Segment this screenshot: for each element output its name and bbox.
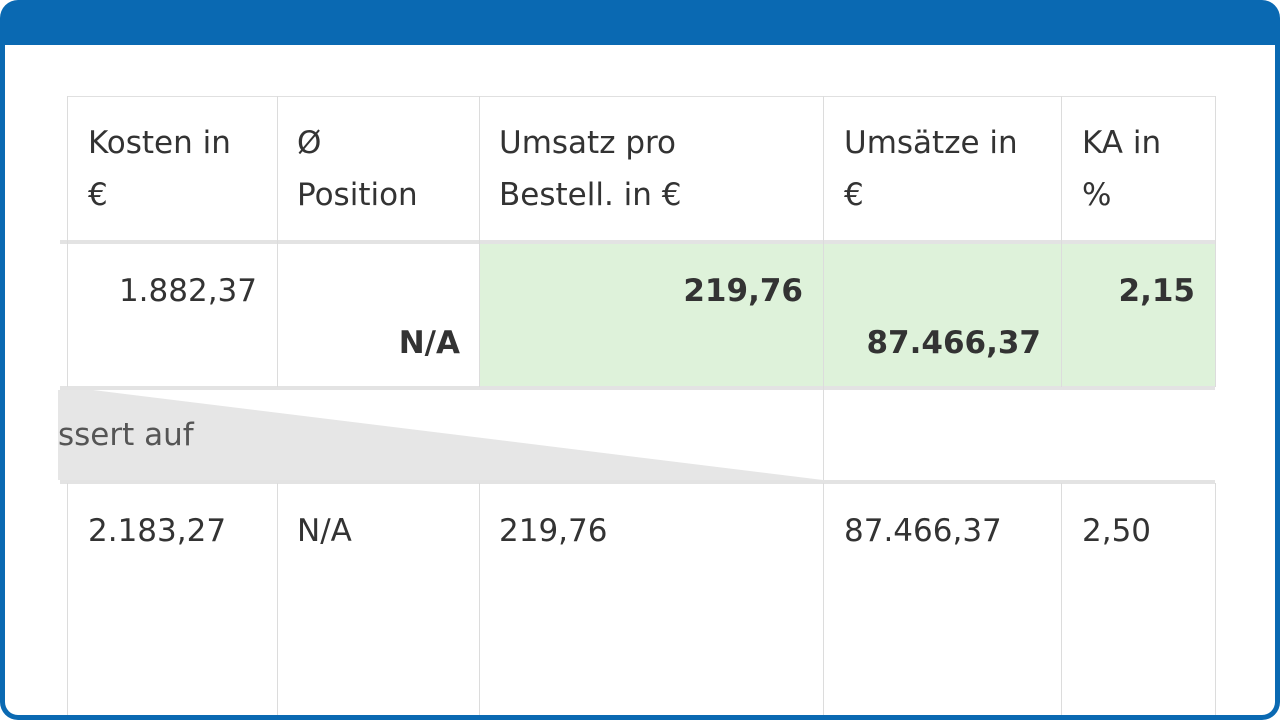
- column-border: [1215, 96, 1216, 387]
- cell-before-position: N/A: [398, 325, 460, 361]
- column-border: [823, 96, 824, 480]
- header-umsatz-pro-bestell-line2: Bestell. in €: [499, 177, 682, 213]
- cell-after-ka: 2,50: [1082, 513, 1152, 549]
- comparison-table: Kosten in € Ø Position Umsatz pro Bestel…: [5, 45, 1275, 715]
- column-border: [1215, 483, 1216, 715]
- header-kosten-line1: Kosten in: [88, 125, 231, 161]
- cell-before-ka: 2,15: [1118, 273, 1196, 309]
- cell-before-kosten: 1.882,37: [118, 273, 257, 309]
- column-border: [823, 483, 824, 715]
- header-umsatz-pro-bestell-line1: Umsatz pro: [499, 125, 677, 161]
- column-border: [479, 96, 480, 387]
- header-kosten-line2: €: [88, 177, 108, 213]
- cell-after-umsaetze: 87.466,37: [844, 513, 1002, 549]
- column-border: [479, 483, 480, 715]
- header-umsaetze-line2: €: [844, 177, 864, 213]
- cell-after-position: N/A: [297, 513, 352, 549]
- transition-wedge: [58, 390, 823, 480]
- cell-before-umsaetze: 87.466,37: [866, 325, 1041, 361]
- header-ka-line2: %: [1082, 177, 1112, 213]
- column-border: [1061, 96, 1062, 387]
- column-border: [277, 483, 278, 715]
- divider-row-bottom-border: [60, 480, 1215, 484]
- header-position-line2: Position: [297, 177, 418, 213]
- column-border: [277, 96, 278, 387]
- divider-label: ssert auf: [58, 417, 194, 453]
- row-before-bottom-border: [60, 386, 1215, 390]
- column-border: [1061, 483, 1062, 715]
- column-border: [67, 483, 68, 715]
- header-ka-line1: KA in: [1082, 125, 1162, 161]
- cell-after-kosten: 2.183,27: [88, 513, 227, 549]
- header-bottom-border: [60, 240, 1215, 244]
- column-border: [67, 96, 68, 387]
- highlight-ka: [1062, 240, 1215, 387]
- cell-after-umsatz-pro-bestell: 219,76: [499, 513, 608, 549]
- table-top-border: [67, 96, 1215, 97]
- highlight-umsatz-pro-bestell: [480, 240, 824, 387]
- cell-before-umsatz-pro-bestell: 219,76: [683, 273, 803, 309]
- highlight-umsaetze: [824, 240, 1062, 387]
- header-umsaetze-line1: Umsätze in: [844, 125, 1018, 161]
- header-position-line1: Ø: [297, 125, 322, 161]
